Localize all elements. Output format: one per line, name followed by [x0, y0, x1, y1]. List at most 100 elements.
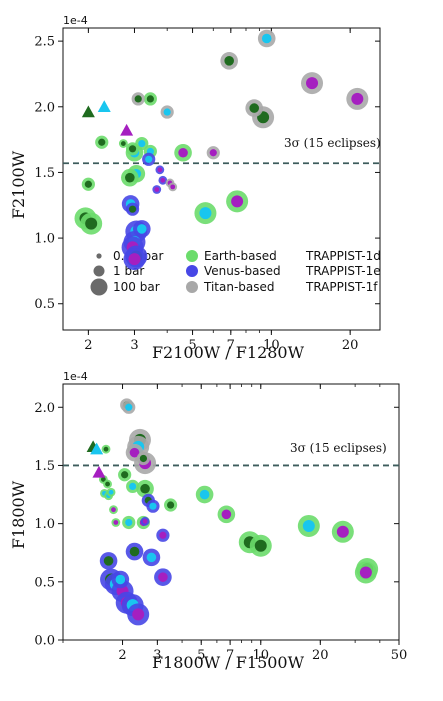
triangle-marker-f	[92, 465, 106, 478]
scatter-point-d-core	[134, 95, 142, 103]
panel-0-x-tick-label: 10	[263, 338, 280, 353]
scatter-point-d-core	[128, 205, 137, 213]
panel-0-y-tick-label: 1.0	[34, 232, 55, 247]
scatter-point-f-core	[160, 177, 166, 183]
scatter-point-d-core	[121, 471, 129, 479]
panel-1-x-tick-label: 5	[197, 648, 205, 663]
panel-0-x-tick-label: 2	[84, 338, 92, 353]
scatter-point-e-core	[163, 108, 171, 116]
scatter-point-e-core	[125, 518, 133, 527]
panel-1-x-tick-label: 7	[226, 648, 234, 663]
scatter-point-d-core	[103, 556, 114, 566]
top-x-axis-label: F2100W / F1280W	[152, 343, 305, 362]
scatter-point-d-core	[105, 481, 110, 487]
scatter-point-f-core	[336, 525, 349, 538]
scatter-point-e-core	[302, 519, 315, 532]
panel-1-x-tick-label: 10	[252, 648, 269, 663]
scatter-point-d-core	[249, 103, 260, 113]
scatter-point-d-core	[85, 217, 98, 230]
legend-atm-marker-venus	[186, 265, 198, 277]
panel-0-x-tick-label: 20	[342, 338, 359, 353]
panel-0-frame	[62, 27, 381, 331]
scatter-point-e-core	[199, 207, 212, 220]
scatter-point-f-core	[170, 184, 176, 190]
panel-0-x-tick-label: 3	[130, 338, 138, 353]
panel-1-y-tick-label: 1.5	[34, 459, 55, 474]
scatter-point-f-core	[111, 507, 116, 513]
scatter-point-e-core	[149, 502, 157, 510]
scatter-point-d-core	[103, 446, 109, 452]
top-threshold-label: 3σ (15 eclipses)	[284, 136, 381, 150]
panel-1-y-tick-label: 0.5	[34, 575, 55, 590]
panel-0-y-tick-label: 2.5	[34, 35, 55, 50]
panel-1-x-tick-label: 50	[391, 648, 408, 663]
scatter-point-e-core	[199, 489, 210, 500]
top-y-axis-label: F2100W	[9, 150, 28, 219]
panel-1-y-tick-label: 2.0	[34, 401, 55, 416]
panel-1: 2 3 5 7 10 20 50 0.0 0.5 1.0 1.5 2.0	[34, 383, 408, 663]
scatter-point-f-core	[113, 520, 119, 525]
legend-atm-marker-earth	[186, 250, 198, 262]
scatter-point-d-core	[129, 546, 140, 557]
legend-pressure-marker-2	[90, 278, 108, 296]
panel-1-x-tick-label: 2	[118, 648, 126, 663]
scatter-point-f-core	[128, 253, 141, 266]
legend-planet-e: TRAPPIST-1e	[305, 264, 381, 278]
panel-0-x-tick-label: 7	[227, 338, 235, 353]
triangle-marker-d	[81, 105, 95, 118]
scatter-point-f-core	[209, 149, 217, 157]
legend-pressure-marker-1	[93, 265, 105, 277]
panel-1-x-tick-label: 3	[153, 648, 161, 663]
legend-atm-titan: Titan-based	[203, 280, 275, 294]
scatter-point-e-core	[125, 403, 133, 411]
legend-pressure-marker-0	[96, 253, 102, 259]
scatter-point-e-core	[129, 482, 137, 490]
legend-planet-d: TRAPPIST-1d	[305, 249, 381, 263]
scatter-point-e-core	[138, 139, 146, 148]
scatter-point-f-core	[157, 167, 163, 173]
scatter-point-e-core	[115, 574, 126, 585]
scatter-point-e-core	[145, 155, 153, 163]
scatter-point-d-core	[224, 56, 234, 66]
panel-1-x-tick-label: 20	[312, 648, 329, 663]
scatter-point-d-core	[84, 180, 92, 188]
scatter-point-e-core	[146, 552, 157, 563]
bottom-threshold-label: 3σ (15 eclipses)	[290, 441, 387, 455]
plot-layer: 2 3 5 7 10 20 0.5 1.0 1.5 2.0 2.5 2 3 5 7 10 20 50 0.0 0.5 1…	[34, 27, 408, 663]
scatter-point-e-core	[108, 489, 114, 495]
legend-atm-marker-titan	[186, 281, 198, 293]
panel-0-x-tick-label: 5	[188, 338, 196, 353]
panel-1-y-tick-label: 1.0	[34, 517, 55, 532]
scatter-point-d-core	[166, 501, 175, 509]
scatter-point-d-core	[254, 539, 267, 552]
panel-0-y-tick-label: 1.5	[34, 166, 55, 181]
scatter-point-f-core	[159, 531, 167, 539]
scatter-point-d-core	[125, 172, 135, 183]
legend-pressure-2: 100 bar	[113, 280, 160, 294]
panel-0: 2 3 5 7 10 20 0.5 1.0 1.5 2.0 2.5	[34, 27, 381, 353]
panel-1-frame	[62, 383, 400, 641]
scatter-point-d-core	[100, 477, 106, 482]
scatter-point-e-core	[261, 33, 272, 44]
scatter-point-f-core	[351, 92, 364, 105]
scatter-point-d-core	[140, 483, 150, 494]
bottom-y-axis-label: F1800W	[9, 480, 28, 549]
scatter-point-d-core	[146, 95, 154, 103]
panel-0-y-tick-label: 2.0	[34, 100, 55, 115]
legend-planet-f: TRAPPIST-1f	[305, 280, 378, 294]
legend-atm-venus: Venus-based	[204, 264, 281, 278]
scatter-point-f-core	[221, 509, 232, 520]
scatter-point-f-core	[231, 195, 244, 208]
triangle-marker-e	[97, 100, 111, 112]
scatter-point-d-core	[120, 141, 126, 146]
triangle-marker-e	[90, 442, 104, 455]
bottom-x-axis-label: F1800W / F1500W	[152, 653, 305, 672]
scatter-point-f-core	[306, 77, 319, 90]
panel-1-y-tick-label: 0.0	[34, 634, 55, 649]
panel-0-y-tick-label: 0.5	[34, 297, 55, 312]
scatter-point-f-core	[154, 187, 160, 192]
scatter-point-d-core	[128, 145, 137, 153]
scatter-point-e-core	[137, 224, 147, 234]
top-y-exponent: 1e-4	[63, 14, 88, 27]
